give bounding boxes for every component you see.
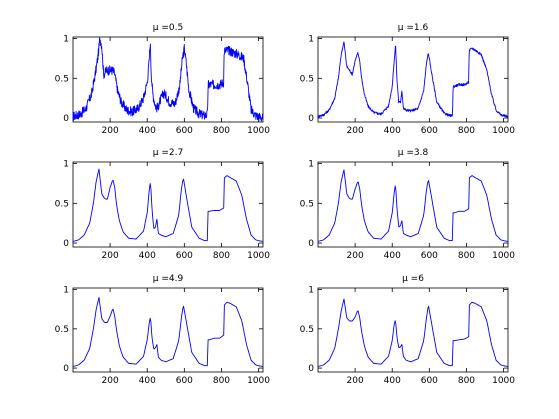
y-tick-label: 0 [63, 239, 69, 249]
y-tick-label: 0.5 [300, 325, 314, 335]
y-tick-label: 0.5 [300, 74, 314, 84]
y-tick-label: 0 [63, 364, 69, 374]
x-tick-label: 600 [176, 126, 193, 136]
x-tick-label: 800 [458, 251, 475, 261]
subplot-3: μ =2.7 200 400 600 800 1000 0 0.5 1 [55, 148, 271, 261]
x-tick-label: 800 [458, 376, 475, 386]
subplot-2: μ =1.6 200 400 600 800 1000 0 0.5 1 [300, 23, 516, 136]
x-tick-label: 200 [102, 126, 119, 136]
y-tick-label: 0 [308, 239, 314, 249]
subplot-title: μ =2.7 [153, 148, 183, 158]
y-tick-label: 0.5 [55, 325, 69, 335]
x-tick-label: 600 [421, 251, 438, 261]
x-tick-label: 800 [458, 126, 475, 136]
x-tick-label: 1000 [492, 126, 515, 136]
x-tick-label: 200 [347, 376, 364, 386]
x-tick-label: 1000 [247, 251, 270, 261]
subplot-title: μ =3.8 [398, 148, 429, 158]
axes-box [72, 161, 264, 248]
series-line [317, 169, 509, 242]
subplot-5: μ =4.9 200 400 600 800 1000 0 0.5 1 [55, 274, 271, 386]
x-tick-label: 600 [176, 251, 193, 261]
x-tick-label: 600 [421, 376, 438, 386]
x-tick-label: 400 [139, 251, 156, 261]
y-tick-label: 1 [308, 286, 314, 296]
series-line [317, 298, 509, 367]
subplot-4: μ =3.8 200 400 600 800 1000 0 0.5 1 [300, 148, 516, 261]
subplot-1: μ =0.5 200 400 600 800 1000 0 0.5 1 [55, 23, 271, 136]
subplot-title: μ =0.5 [153, 23, 183, 33]
x-tick-label: 600 [176, 376, 193, 386]
subplot-title: μ =6 [402, 274, 424, 284]
series-line [317, 41, 508, 118]
series-line [72, 168, 264, 242]
series-line [72, 296, 264, 367]
subplot-title: μ =4.9 [153, 274, 184, 284]
y-tick-label: 0.5 [55, 74, 69, 84]
y-tick-label: 1 [308, 35, 314, 45]
x-tick-label: 200 [102, 251, 119, 261]
subplot-title: μ =1.6 [398, 23, 429, 33]
subplot-6: μ =6 200 400 600 800 1000 0 0.5 1 [300, 274, 516, 386]
y-tick-label: 0 [308, 364, 314, 374]
y-tick-label: 1 [63, 35, 69, 45]
x-tick-label: 400 [384, 126, 401, 136]
y-tick-label: 0 [308, 114, 314, 124]
x-tick-label: 800 [213, 126, 230, 136]
y-tick-label: 1 [63, 160, 69, 170]
y-tick-label: 1 [63, 286, 69, 296]
x-tick-label: 1000 [247, 126, 270, 136]
x-tick-label: 600 [421, 126, 438, 136]
y-tick-label: 1 [308, 160, 314, 170]
x-tick-label: 400 [384, 251, 401, 261]
x-tick-label: 400 [139, 126, 156, 136]
y-tick-label: 0.5 [300, 199, 314, 209]
x-tick-label: 400 [139, 376, 156, 386]
x-tick-label: 1000 [492, 251, 515, 261]
series-line [72, 37, 264, 122]
x-tick-label: 400 [384, 376, 401, 386]
x-tick-label: 800 [213, 251, 230, 261]
x-tick-label: 200 [347, 251, 364, 261]
axes-box [317, 161, 509, 248]
y-tick-label: 0.5 [55, 199, 69, 209]
x-tick-label: 800 [213, 376, 230, 386]
axes-box [317, 287, 509, 373]
x-tick-label: 1000 [492, 376, 515, 386]
x-tick-label: 200 [347, 126, 364, 136]
x-tick-label: 200 [102, 376, 119, 386]
x-tick-label: 1000 [247, 376, 270, 386]
y-tick-label: 0 [63, 114, 69, 124]
axes-box [72, 287, 264, 373]
